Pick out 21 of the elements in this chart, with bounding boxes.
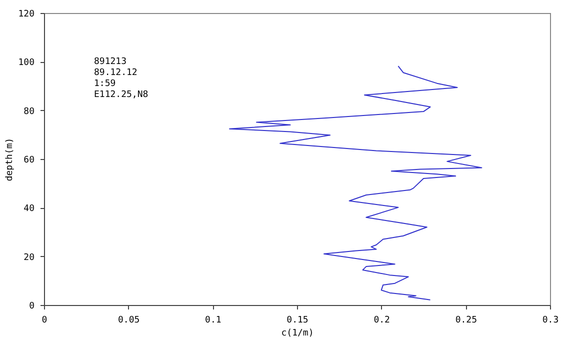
annotation: E112.25,N8 — [94, 90, 148, 100]
y-axis-title: depth(m) — [5, 138, 16, 182]
x-axis-title: c(1/m) — [281, 328, 314, 338]
x-tick-label: 0.2 — [374, 316, 390, 326]
y-tick-label: 0 — [29, 302, 34, 312]
y-tick-label: 80 — [24, 106, 34, 117]
y-tick-label: 40 — [24, 204, 34, 214]
annotation: 89.12.12 — [94, 68, 138, 78]
x-tick-label: 0 — [42, 316, 48, 326]
x-tick-label: 0.15 — [286, 316, 308, 326]
x-tick-label: 0.25 — [455, 316, 478, 326]
annotation: 1:59 — [94, 79, 116, 89]
y-tick-label: 60 — [24, 156, 34, 166]
x-tick-label: 0.05 — [118, 316, 140, 326]
y-tick-label: 120 — [18, 10, 34, 20]
x-tick-label: 0.1 — [205, 316, 222, 326]
y-tick-label: 100 — [18, 58, 34, 68]
line-series — [229, 66, 482, 300]
annotation: 891213 — [94, 57, 127, 67]
x-tick-label: 0.3 — [542, 316, 559, 326]
y-tick-label: 20 — [24, 252, 34, 263]
